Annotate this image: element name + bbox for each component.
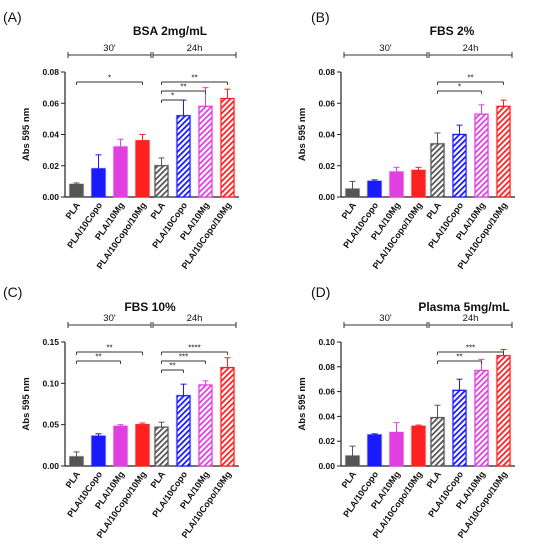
y-axis-label: Abs 595 nm bbox=[297, 108, 308, 161]
y-tick-label: 0.00 bbox=[318, 461, 335, 471]
panel-label: (A) bbox=[3, 9, 22, 25]
group-label: 30' bbox=[103, 313, 116, 324]
y-tick-label: 0.02 bbox=[42, 161, 59, 171]
y-tick-label: 0.08 bbox=[42, 67, 59, 77]
bar bbox=[113, 146, 128, 198]
y-tick-label: 0.02 bbox=[318, 161, 335, 171]
chart-panel: (C) FBS 10% 0.00 0.05 0.10 0.15 Abs 595 nm 30' 2… bbox=[3, 284, 239, 540]
bar bbox=[474, 369, 489, 467]
bar bbox=[135, 140, 150, 198]
panel-label: (C) bbox=[3, 284, 22, 300]
group-label: 30' bbox=[379, 313, 392, 324]
group-label: 24h bbox=[463, 313, 479, 324]
group-label: 30' bbox=[103, 43, 116, 54]
bar bbox=[91, 435, 106, 467]
bar bbox=[154, 165, 169, 198]
bar bbox=[220, 97, 235, 198]
significance-label: **** bbox=[188, 344, 200, 353]
chart-title: FBS 2% bbox=[430, 24, 475, 38]
significance-label: * bbox=[171, 92, 174, 101]
y-tick-label: 0.10 bbox=[42, 378, 59, 388]
y-tick-label: 0.02 bbox=[318, 436, 335, 446]
bar bbox=[135, 424, 150, 467]
bar bbox=[154, 426, 169, 467]
significance-label: ** bbox=[169, 362, 175, 371]
y-tick-label: 0.00 bbox=[318, 192, 335, 202]
bar bbox=[220, 367, 235, 467]
chart-title: FBS 10% bbox=[124, 300, 176, 314]
chart-panel: (A) BSA 2mg/mL 0.00 0.02 0.04 0.06 0.08 Abs 595… bbox=[3, 9, 239, 271]
chart-title: BSA 2mg/mL bbox=[133, 24, 207, 38]
group-label: 24h bbox=[463, 43, 479, 54]
panel-label: (B) bbox=[311, 9, 330, 25]
y-tick-label: 0.06 bbox=[318, 98, 335, 108]
bar bbox=[496, 355, 511, 467]
y-tick-label: 0.15 bbox=[42, 337, 59, 347]
bar bbox=[367, 180, 382, 198]
bar bbox=[452, 389, 467, 467]
bar bbox=[430, 143, 445, 198]
x-tick-label: PLA bbox=[64, 469, 83, 490]
significance-label: *** bbox=[466, 344, 475, 353]
bar bbox=[411, 425, 426, 467]
x-tick-label: PLA bbox=[149, 200, 168, 221]
significance-label: * bbox=[108, 74, 111, 83]
y-tick-label: 0.04 bbox=[318, 130, 335, 140]
x-tick-label: PLA bbox=[340, 200, 359, 221]
bar bbox=[198, 384, 213, 467]
x-tick-label: PLA bbox=[425, 200, 444, 221]
bar bbox=[69, 183, 84, 198]
y-axis-label: Abs 595 nm bbox=[21, 377, 32, 430]
significance-label: ** bbox=[180, 83, 186, 92]
y-tick-label: 0.08 bbox=[318, 67, 335, 77]
y-axis-label: Abs 595 nm bbox=[21, 108, 32, 161]
bar bbox=[496, 105, 511, 198]
bar bbox=[430, 417, 445, 467]
bar bbox=[389, 431, 404, 467]
x-tick-label: PLA bbox=[64, 200, 83, 221]
significance-label: ** bbox=[456, 353, 462, 362]
y-tick-label: 0.06 bbox=[318, 387, 335, 397]
bar bbox=[411, 169, 426, 198]
chart-title: Plasma 5mg/mL bbox=[418, 300, 509, 314]
bar bbox=[389, 171, 404, 198]
significance-label: * bbox=[458, 83, 461, 92]
bar bbox=[198, 105, 213, 198]
x-tick-label: PLA bbox=[425, 469, 444, 490]
bar bbox=[474, 113, 489, 198]
y-axis-label: Abs 595 nm bbox=[297, 377, 308, 430]
bar bbox=[345, 455, 360, 467]
significance-label: ** bbox=[106, 344, 112, 353]
bar bbox=[176, 395, 191, 467]
y-tick-label: 0.04 bbox=[42, 130, 59, 140]
y-tick-label: 0.00 bbox=[42, 461, 59, 471]
bar bbox=[367, 434, 382, 467]
significance-label: ** bbox=[191, 74, 197, 83]
y-tick-label: 0.06 bbox=[42, 98, 59, 108]
significance-label: ** bbox=[467, 74, 473, 83]
y-tick-label: 0.00 bbox=[42, 192, 59, 202]
group-label: 24h bbox=[187, 43, 203, 54]
significance-label: *** bbox=[179, 353, 188, 362]
x-tick-label: PLA bbox=[149, 469, 168, 490]
panel-label: (D) bbox=[311, 284, 330, 300]
bar bbox=[69, 456, 84, 467]
group-label: 24h bbox=[187, 313, 203, 324]
bar bbox=[113, 425, 128, 467]
bar bbox=[176, 115, 191, 198]
y-tick-label: 0.05 bbox=[42, 420, 59, 430]
y-tick-label: 0.08 bbox=[318, 362, 335, 372]
x-tick-label: PLA bbox=[340, 469, 359, 490]
y-tick-label: 0.10 bbox=[318, 337, 335, 347]
chart-panel: (D) Plasma 5mg/mL 0.00 0.02 0.04 0.06 0.08 0.10… bbox=[297, 284, 515, 540]
y-tick-label: 0.04 bbox=[318, 411, 335, 421]
bar bbox=[452, 133, 467, 198]
bar bbox=[345, 188, 360, 198]
bar bbox=[91, 168, 106, 198]
group-label: 30' bbox=[379, 43, 392, 54]
significance-label: ** bbox=[95, 353, 101, 362]
chart-panel: (B) FBS 2% 0.00 0.02 0.04 0.06 0.08 Abs 595 nm 3… bbox=[297, 9, 515, 271]
